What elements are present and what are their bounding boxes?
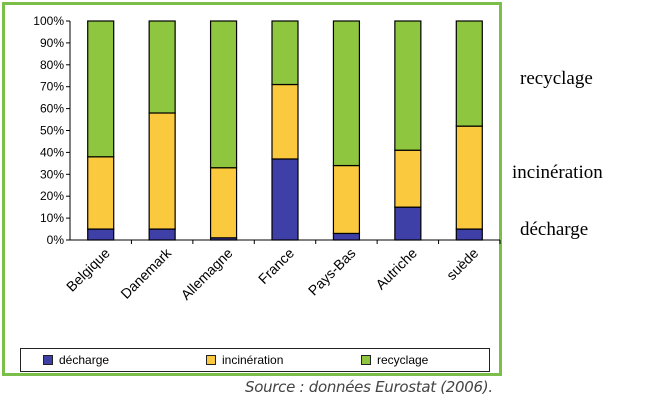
y-tick-label: 50% (40, 124, 64, 138)
y-tick-label: 80% (40, 58, 64, 72)
bar-segment-incineration-6 (455, 125, 483, 230)
chart-frame: 0% 10% 20% 30% 40% 50% 60% 70% 80% 90% 100% Belgiqu… (2, 2, 502, 376)
y-tick-label: 0% (47, 233, 65, 247)
bar-segment-decharge-0 (87, 228, 115, 241)
y-tick-label: 100% (33, 14, 64, 28)
x-tick-label: France (255, 245, 297, 287)
bar-segment-incineration-5 (394, 149, 422, 208)
bar-segment-decharge-1 (148, 228, 176, 241)
bar-segment-recyclage-5 (394, 20, 422, 151)
bar-segment-decharge-6 (455, 228, 483, 241)
bar-segment-recyclage-6 (455, 20, 483, 127)
y-tick-label: 60% (40, 102, 64, 116)
y-tick-label: 20% (40, 189, 64, 203)
stacked-bar-chart: 0% 10% 20% 30% 40% 50% 60% 70% 80% 90% 100% Belgiqu… (33, 14, 501, 303)
legend-item-decharge: décharge (43, 353, 109, 367)
bar-segment-decharge-5 (394, 206, 422, 241)
bar-segment-incineration-4 (332, 164, 361, 235)
side-label-incineration: incinération (512, 162, 603, 183)
legend-label-decharge: décharge (59, 353, 110, 367)
x-tick-label: suède (443, 245, 481, 283)
bar-segment-incineration-1 (148, 112, 176, 230)
side-label-decharge: décharge (520, 219, 589, 240)
x-tick-label: Allemagne (178, 245, 236, 303)
bar-segment-recyclage-3 (271, 20, 299, 86)
bar-segment-incineration-0 (87, 156, 115, 230)
bar-segment-recyclage-4 (332, 20, 361, 167)
bar-segment-recyclage-0 (87, 20, 115, 158)
y-tick-label: 90% (40, 36, 64, 50)
chart-legend: décharge incinération recyclage (20, 348, 490, 372)
legend-item-recyclage: recyclage (361, 353, 428, 367)
legend-swatch-incineration (206, 355, 216, 365)
bar-segment-recyclage-2 (209, 20, 238, 169)
bar-segment-recyclage-1 (148, 20, 176, 114)
bar-segment-decharge-3 (271, 158, 299, 241)
legend-label-incineration: incinération (222, 353, 284, 367)
y-tick-label: 70% (40, 80, 64, 94)
legend-item-incineration: incinération (206, 353, 283, 367)
bar-segment-decharge-4 (332, 232, 361, 241)
bar-segment-incineration-2 (209, 167, 238, 239)
x-tick-label: Autriche (372, 245, 420, 293)
y-tick-label: 40% (40, 145, 64, 159)
source-note: Source : données Eurostat (2006). (245, 378, 493, 396)
side-label-recyclage: recyclage (520, 68, 593, 89)
legend-swatch-recyclage (361, 355, 371, 365)
y-tick-label: 10% (40, 211, 64, 225)
y-tick-label: 30% (40, 167, 64, 181)
legend-label-recyclage: recyclage (377, 353, 429, 367)
x-tick-label: Pays-Bas (305, 245, 359, 299)
x-tick-label: Danemark (117, 244, 175, 302)
bar-segment-incineration-3 (271, 83, 299, 160)
legend-swatch-decharge (43, 355, 53, 365)
x-tick-label: Belgique (63, 245, 113, 295)
